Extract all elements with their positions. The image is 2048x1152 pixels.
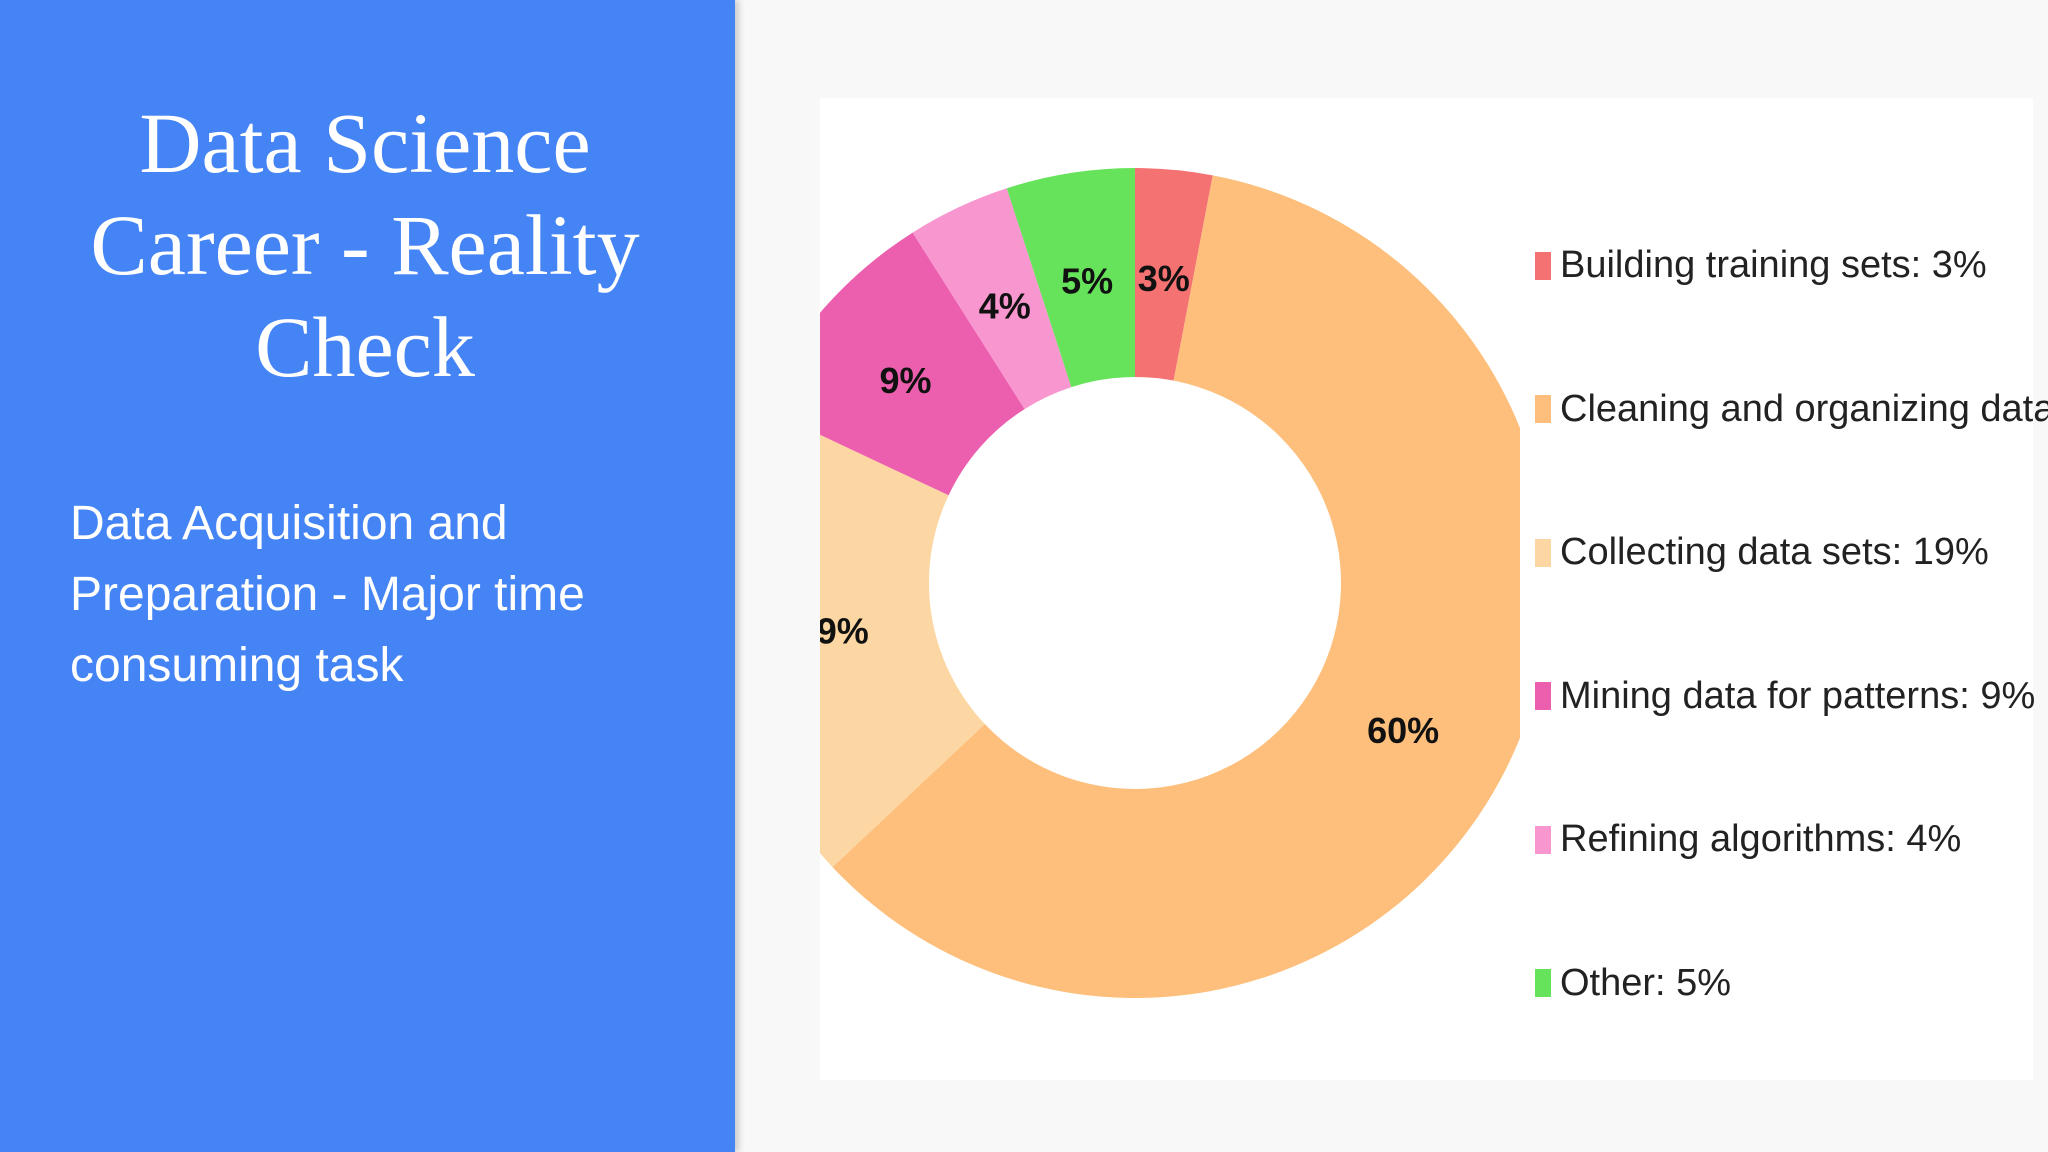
slide-subtitle: Data Acquisition and Preparation - Major… <box>70 497 585 692</box>
chart-legend: Building training sets: 3% Cleaning and … <box>1535 194 2048 1055</box>
legend-item-refining-algorithms: Refining algorithms: 4% <box>1535 768 2048 912</box>
title-panel: Data Science Career - Reality Check Data… <box>0 0 735 1152</box>
legend-item-cleaning-and-organizing-data: Cleaning and organizing data: 60% <box>1535 338 2048 482</box>
slice-label-refining-algorithms: 4% <box>979 286 1031 327</box>
donut-slice-building-training-sets <box>1135 168 1213 381</box>
legend-item-mining-data-for-patterns: Mining data for patterns: 9% <box>1535 625 2048 769</box>
legend-label: Mining data for patterns: 9% <box>1560 674 2036 717</box>
legend-item-other: Other: 5% <box>1535 912 2048 1056</box>
donut-chart: 3% 60% 19% 9% 4% 5% <box>820 168 1520 998</box>
slice-label-cleaning-and-organizing-data: 60% <box>1367 710 1439 751</box>
slide-title: Data Science Career - Reality Check <box>90 95 640 395</box>
legend-label: Refining algorithms: 4% <box>1560 818 1962 861</box>
donut-slice-other <box>1006 168 1135 388</box>
slice-label-mining-data-for-patterns: 9% <box>879 360 931 401</box>
legend-label: Cleaning and organizing data: 60% <box>1560 387 2048 430</box>
legend-swatch <box>1535 825 1551 854</box>
donut-slice-cleaning-and-organizing-data <box>832 175 1520 998</box>
legend-swatch <box>1535 395 1551 424</box>
legend-swatch <box>1535 538 1551 567</box>
donut-slice-collecting-data-sets <box>820 434 985 868</box>
donut-slice-refining-algorithms <box>912 188 1072 410</box>
legend-swatch <box>1535 251 1551 280</box>
legend-label: Collecting data sets: 19% <box>1560 531 1989 574</box>
chart-panel: 3% 60% 19% 9% 4% 5% Building training sets: 3… <box>820 98 2048 1080</box>
legend-swatch <box>1535 969 1551 998</box>
slice-label-other: 5% <box>1061 260 1113 301</box>
slice-label-collecting-data-sets: 19% <box>820 610 869 651</box>
legend-item-collecting-data-sets: Collecting data sets: 19% <box>1535 481 2048 625</box>
legend-swatch <box>1535 682 1551 711</box>
legend-label: Building training sets: 3% <box>1560 244 1987 287</box>
slice-label-building-training-sets: 3% <box>1138 258 1190 299</box>
donut-slice-mining-data-for-patterns <box>820 232 1025 496</box>
legend-label: Other: 5% <box>1560 961 1732 1004</box>
legend-item-building-training-sets: Building training sets: 3% <box>1535 194 2048 338</box>
